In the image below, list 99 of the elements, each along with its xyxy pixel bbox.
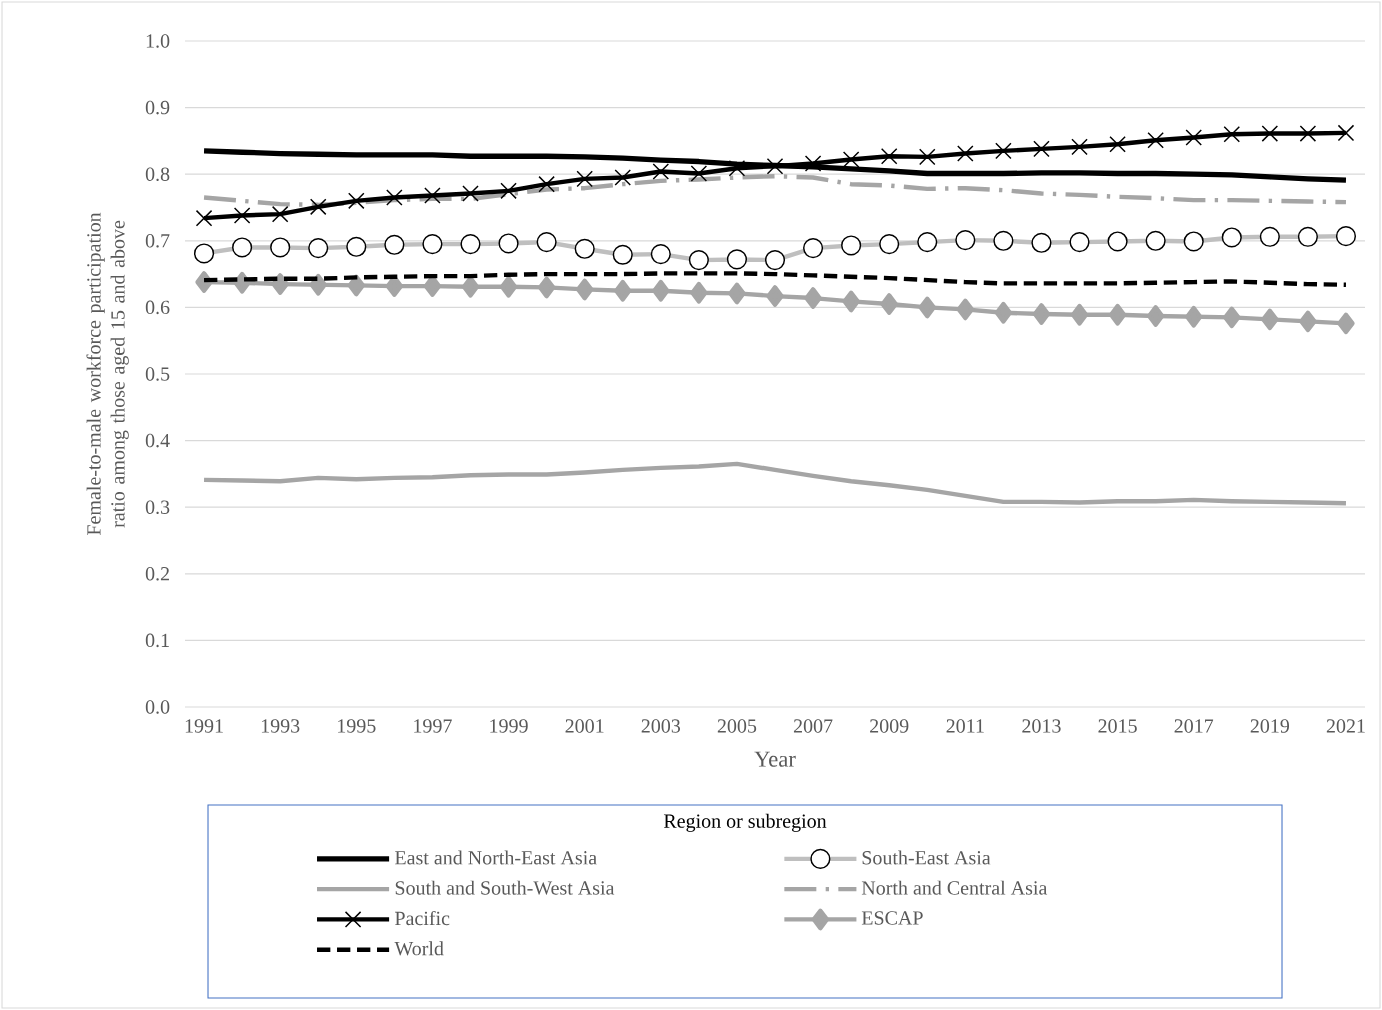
point bbox=[537, 276, 556, 299]
point bbox=[995, 142, 1012, 160]
x-tick-label: 2015 bbox=[1098, 719, 1137, 733]
y-tick-label: 0.7 bbox=[145, 234, 170, 248]
point bbox=[1109, 135, 1126, 153]
x-tick-label: 2001 bbox=[565, 719, 604, 733]
legend-label: East and North-East Asia bbox=[395, 850, 597, 865]
y-tick-label: 0.2 bbox=[145, 567, 169, 581]
point bbox=[424, 187, 441, 204]
point bbox=[957, 145, 974, 162]
x-tick-label: 1991 bbox=[185, 719, 223, 733]
point bbox=[575, 278, 594, 301]
point bbox=[1261, 125, 1279, 142]
point bbox=[576, 170, 593, 188]
x-tick-label: 2021 bbox=[1326, 719, 1365, 733]
point bbox=[271, 273, 289, 295]
point bbox=[1261, 308, 1279, 331]
y-tick-label: 0.3 bbox=[145, 500, 170, 514]
point bbox=[1108, 303, 1127, 326]
y-tick-label: 1.0 bbox=[146, 34, 170, 48]
point bbox=[499, 275, 518, 298]
line-series bbox=[201, 461, 1349, 506]
point bbox=[766, 157, 784, 175]
x-tick-label: 2017 bbox=[1174, 719, 1214, 733]
x-tick-label: 2013 bbox=[1022, 719, 1061, 733]
point bbox=[804, 155, 822, 172]
y-tick-label: 0.5 bbox=[145, 367, 170, 381]
point bbox=[386, 189, 403, 206]
line-series bbox=[201, 173, 1349, 208]
point bbox=[462, 185, 479, 202]
point bbox=[461, 275, 480, 298]
point bbox=[1185, 129, 1202, 146]
y-axis-title: Female-to-male workforce participation ratio among those aged 15 and above bbox=[86, 212, 129, 535]
point bbox=[690, 165, 708, 182]
point bbox=[348, 192, 365, 210]
point bbox=[233, 271, 251, 294]
point bbox=[195, 209, 213, 227]
point bbox=[1146, 305, 1165, 327]
point bbox=[385, 275, 404, 297]
point bbox=[271, 205, 289, 223]
point bbox=[1337, 312, 1355, 335]
point bbox=[1223, 306, 1241, 329]
x-tick-label: 2007 bbox=[793, 719, 833, 733]
x-tick-label: 1997 bbox=[414, 719, 452, 733]
x-tick-label: 2009 bbox=[870, 719, 909, 733]
legend-label: North and Central Asia bbox=[861, 880, 1048, 895]
legend-label: Pacific bbox=[395, 910, 450, 926]
point bbox=[347, 274, 365, 297]
point bbox=[1337, 124, 1355, 142]
point bbox=[614, 169, 632, 186]
point bbox=[233, 207, 251, 224]
point bbox=[652, 279, 670, 302]
point bbox=[1070, 303, 1089, 326]
point bbox=[842, 290, 860, 313]
y-tick-label: 0.4 bbox=[145, 433, 170, 448]
point bbox=[690, 281, 708, 304]
point bbox=[309, 198, 327, 216]
point bbox=[614, 279, 632, 302]
point bbox=[1223, 125, 1241, 143]
point bbox=[1032, 303, 1051, 325]
legend-label: ESCAP bbox=[861, 911, 923, 925]
point bbox=[994, 301, 1013, 324]
point bbox=[880, 293, 898, 315]
point bbox=[918, 148, 936, 166]
point bbox=[1033, 140, 1050, 158]
point bbox=[1185, 305, 1203, 328]
point bbox=[804, 287, 822, 309]
legend-title: Region or subregion bbox=[663, 813, 827, 832]
y-tick-label: 0.1 bbox=[145, 633, 169, 648]
point bbox=[918, 296, 936, 319]
point bbox=[956, 298, 975, 321]
legend-label: World bbox=[394, 941, 444, 956]
x-tick-label: 1995 bbox=[338, 719, 376, 733]
point bbox=[1147, 131, 1164, 149]
x-tick-label: 2011 bbox=[946, 719, 984, 733]
x-tick-label: 1993 bbox=[261, 719, 300, 733]
y-tick-label: 0.0 bbox=[145, 700, 170, 714]
point bbox=[766, 285, 784, 307]
legend-label: South and South-West Asia bbox=[395, 880, 615, 895]
point bbox=[1299, 125, 1317, 142]
point bbox=[1071, 138, 1088, 156]
point bbox=[309, 273, 327, 296]
point bbox=[652, 163, 670, 180]
point bbox=[880, 147, 898, 165]
point bbox=[1299, 310, 1317, 333]
point bbox=[423, 275, 442, 297]
x-tick-label: 2019 bbox=[1250, 719, 1290, 733]
y-tick-label: 0.6 bbox=[145, 300, 170, 315]
point bbox=[842, 151, 860, 168]
point bbox=[728, 282, 746, 305]
point bbox=[500, 182, 517, 200]
legend-label: South-East Asia bbox=[862, 850, 991, 865]
y-tick-label: 0.9 bbox=[145, 100, 170, 115]
y-tick-label: 0.8 bbox=[145, 167, 170, 181]
x-tick-label: 2003 bbox=[641, 719, 681, 733]
x-axis-title: Year bbox=[754, 751, 796, 767]
x-tick-label: 2005 bbox=[717, 719, 757, 733]
x-tick-label: 1999 bbox=[490, 719, 528, 733]
point bbox=[538, 175, 555, 193]
